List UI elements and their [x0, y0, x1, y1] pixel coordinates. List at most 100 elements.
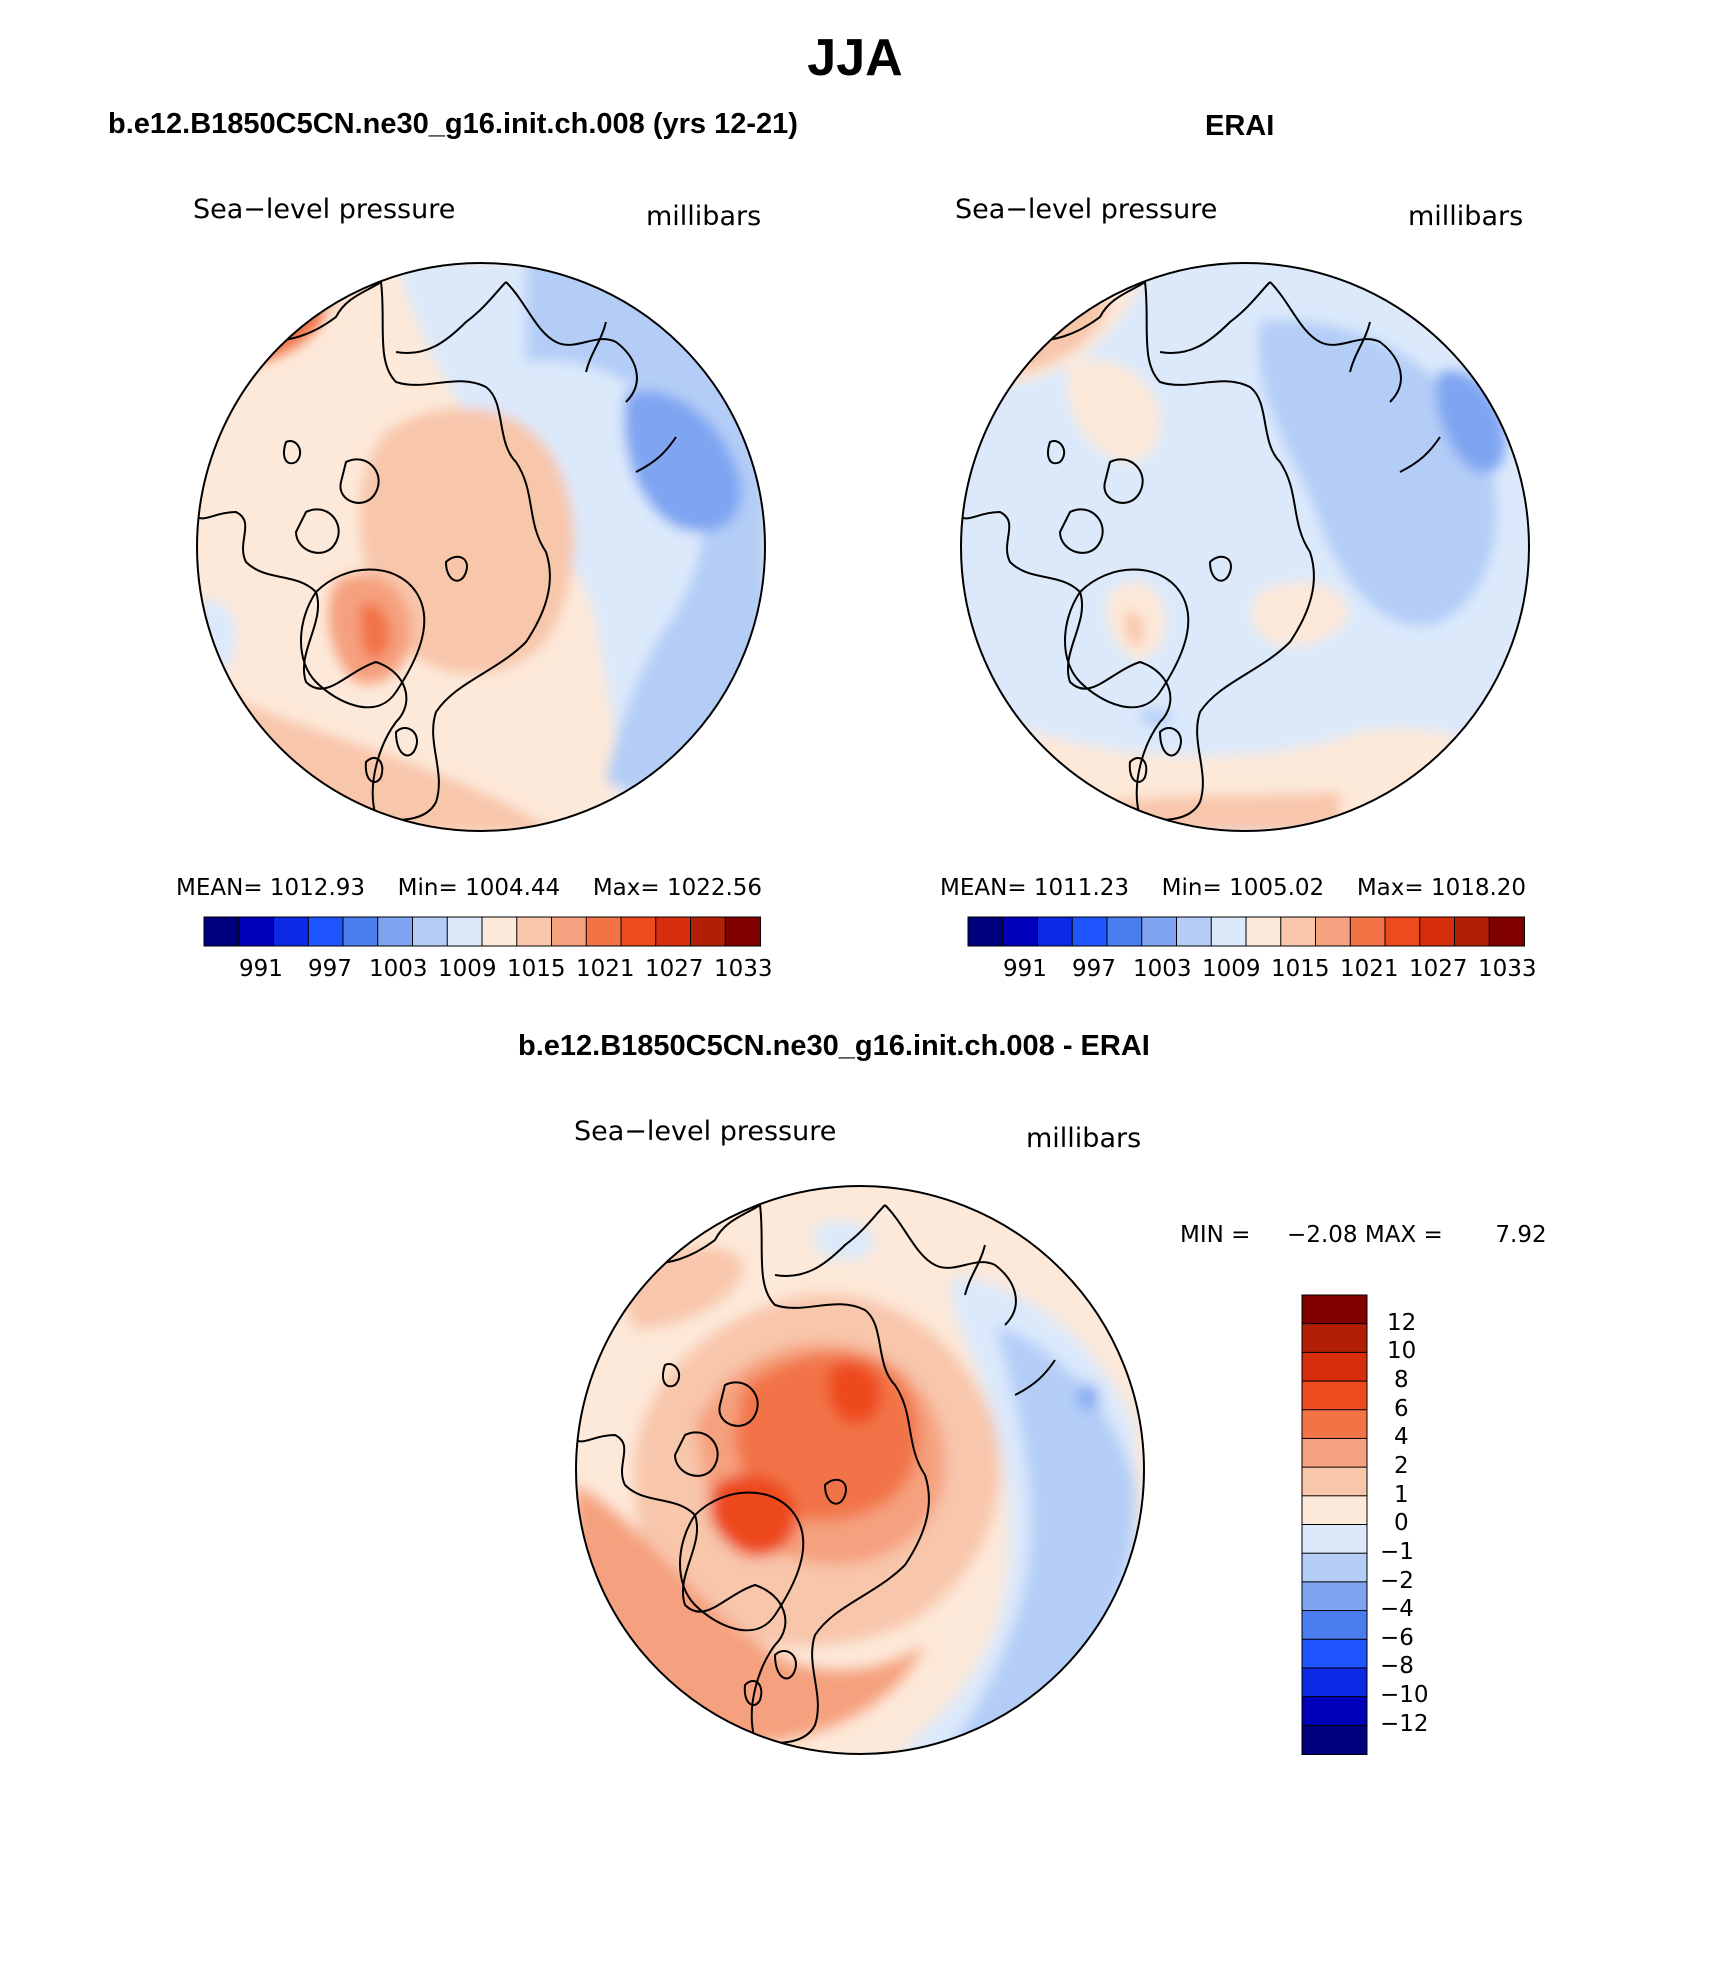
panel2-region-greenland-core	[1124, 611, 1145, 646]
panel3-colorbar-swatch	[1301, 1380, 1368, 1411]
panel3-colorbar-swatch	[1301, 1581, 1368, 1612]
panel3-tick: −1	[1380, 1539, 1414, 1565]
panel3-tick: 0	[1394, 1510, 1409, 1536]
panel3-tick: 2	[1394, 1453, 1409, 1479]
panel2-region-pacific-high-core	[990, 337, 1033, 362]
panel3-tick: 12	[1387, 1310, 1417, 1336]
panel2-region-beaufort-high	[1067, 359, 1161, 462]
panel3-tick: −12	[1380, 1711, 1429, 1737]
panel2-colorbar-swatch	[1488, 916, 1525, 947]
panel1-colorbar-swatch	[377, 916, 414, 947]
panel3-region-arctic-max	[827, 1362, 881, 1424]
panel1-map-border	[196, 262, 766, 832]
panel3-colorbar-swatch	[1301, 1552, 1368, 1583]
panel1-colorbar-swatch	[551, 916, 588, 947]
panel1-colorbar-swatch	[307, 916, 344, 947]
panel1-colorbar-swatch	[238, 916, 275, 947]
panel1-variable-label: Sea−level pressure	[193, 194, 456, 225]
panel3-colorbar-swatch	[1301, 1524, 1368, 1555]
panel2-max-value: 1018.20	[1430, 875, 1527, 901]
panel3-variable-label: Sea−level pressure	[574, 1116, 837, 1147]
panel3-max-value: 7.92	[1495, 1222, 1547, 1248]
panel2-colorbar-swatch	[1349, 916, 1386, 947]
panel2-map-border	[960, 262, 1530, 832]
panel1-title: b.e12.B1850C5CN.ne30_g16.init.ch.008 (yr…	[108, 108, 798, 140]
panel1-colorbar-swatch	[446, 916, 483, 947]
panel2-mean-value: 1011.23	[1033, 875, 1130, 901]
panel2-map	[960, 262, 1530, 832]
panel3-colorbar-swatch	[1301, 1724, 1368, 1755]
panel1-tick: 997	[308, 956, 352, 982]
panel3-stats: MIN = −2.08 MAX = 7.92	[1180, 1222, 1547, 1248]
panel3-colorbar-swatch	[1301, 1437, 1368, 1469]
panel2-colorbar-swatch	[1454, 916, 1491, 947]
panel1-mean-label: MEAN=	[176, 875, 263, 901]
panel1-coastlines	[197, 280, 677, 821]
panel1-mean-value: 1012.93	[269, 875, 366, 901]
panel1-region-greenland-core	[359, 602, 390, 660]
panel1-max-value: 1022.56	[666, 875, 763, 901]
panel2-colorbar-swatch	[1176, 916, 1213, 947]
panel1-colorbar-swatch	[516, 916, 553, 947]
panel1-tick: 1009	[438, 956, 497, 982]
panel2-min-label: Min=	[1161, 875, 1222, 901]
panel2-tick: 997	[1072, 956, 1116, 982]
panel3-max-label: MAX =	[1364, 1222, 1443, 1248]
panel2-colorbar-swatch	[1071, 916, 1108, 947]
panel1-colorbar-swatch	[655, 916, 692, 947]
panel3-colorbar-swatch	[1301, 1638, 1368, 1669]
panel1-colorbar-swatch	[585, 916, 622, 947]
panel1-stats: MEAN= 1012.93 Min= 1004.44 Max= 1022.56	[176, 875, 762, 901]
panel2-tick: 991	[1003, 956, 1047, 982]
panel1-tick: 1033	[714, 956, 773, 982]
panel1-region-aleutian-low	[624, 390, 742, 532]
panel2-max-label: Max=	[1356, 875, 1424, 901]
panel3-colorbar-swatch	[1301, 1610, 1368, 1641]
panel1-tick: 1015	[507, 956, 566, 982]
panel2-tick: 1027	[1409, 956, 1468, 982]
panel3-region-aleutian-neg	[1078, 1384, 1100, 1410]
panel1-colorbar-swatch	[690, 916, 727, 947]
panel2-colorbar	[967, 916, 1525, 947]
panel3-colorbar-swatch	[1301, 1696, 1368, 1727]
panel3-min-value: −2.08	[1287, 1222, 1358, 1248]
panel1-min-value: 1004.44	[465, 875, 561, 901]
panel3-tick: −10	[1380, 1682, 1429, 1708]
panel2-min-value: 1005.02	[1229, 875, 1325, 901]
panel1-colorbar-ticks: 991 997 1003 1009 1015 1021 1027 1033	[204, 956, 773, 984]
panel2-colorbar-swatch	[1280, 916, 1317, 947]
panel1-tick: 1027	[645, 956, 704, 982]
panel2-stats: MEAN= 1011.23 Min= 1005.02 Max= 1018.20	[940, 875, 1526, 901]
panel3-tick: −2	[1380, 1568, 1414, 1594]
panel3-colorbar-swatch	[1301, 1351, 1368, 1383]
panel1-min-label: Min=	[397, 875, 458, 901]
panel2-colorbar-ticks: 991 997 1003 1009 1015 1021 1027 1033	[968, 956, 1537, 984]
panel2-coastlines	[961, 280, 1441, 821]
panel2-colorbar-swatch	[1384, 916, 1421, 947]
panel1-colorbar-swatch	[203, 916, 240, 947]
panel3-colorbar	[1301, 1294, 1368, 1755]
panel2-tick: 1015	[1271, 956, 1330, 982]
panel3-colorbar-ticks: 12 10 8 6 4 2 1 0 −1 −2 −4 −6 −8 −10 −12	[1380, 1295, 1460, 1775]
panel1-colorbar-swatch	[481, 916, 518, 947]
panel2-region-siberia-high	[1251, 581, 1350, 646]
panel2-variable-label: Sea−level pressure	[955, 194, 1218, 225]
panel1-units-label: millibars	[646, 201, 762, 232]
panel2-colorbar-swatch	[967, 916, 1004, 947]
panel1-region-arctic-high	[359, 408, 575, 675]
panel2-colorbar-swatch	[1245, 916, 1282, 947]
panel2-tick: 1009	[1202, 956, 1261, 982]
panel1-map	[196, 262, 766, 832]
panel3-tick: −4	[1380, 1596, 1414, 1622]
panel2-colorbar-swatch	[1210, 916, 1247, 947]
panel3-tick: 6	[1394, 1396, 1409, 1422]
panel3-tick: −6	[1380, 1625, 1414, 1651]
panel1-region-pacific-low2	[526, 263, 765, 831]
panel1-colorbar-swatch	[273, 916, 310, 947]
panel1-colorbar-swatch	[412, 916, 449, 947]
panel3-title: b.e12.B1850C5CN.ne30_g16.init.ch.008 - E…	[518, 1030, 1150, 1062]
panel3-map	[575, 1185, 1145, 1755]
panel3-colorbar-swatch	[1301, 1466, 1368, 1497]
panel1-tick: 991	[239, 956, 283, 982]
panel3-tick: 10	[1387, 1338, 1417, 1364]
